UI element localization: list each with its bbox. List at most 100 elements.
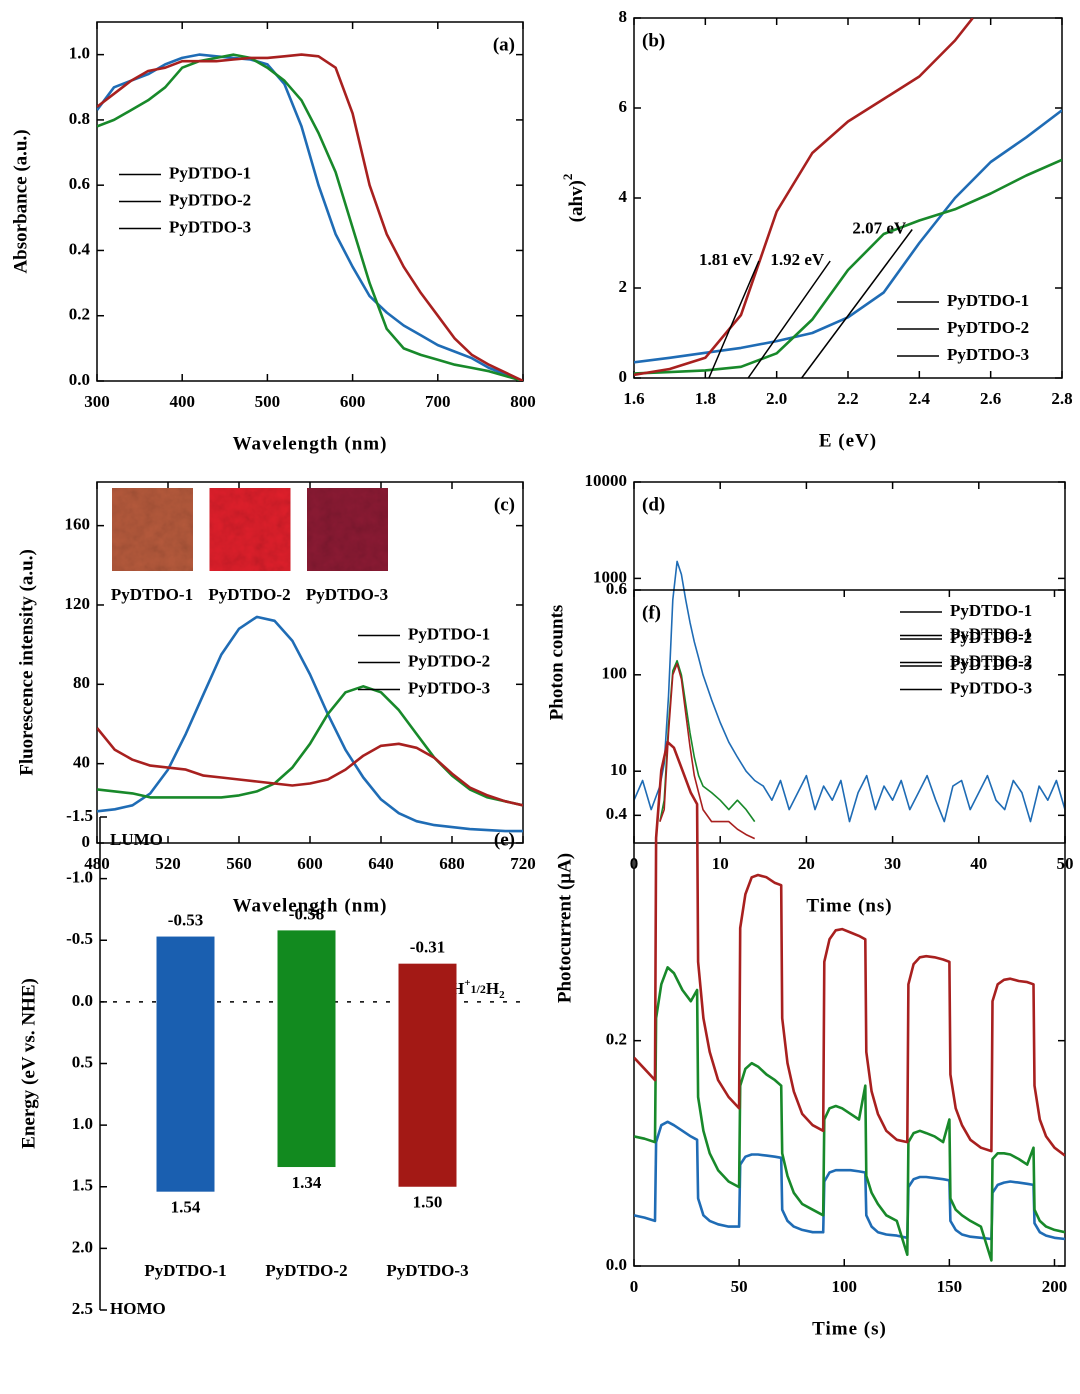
x-tick-label: 400 bbox=[169, 392, 195, 411]
x-axis-label: Time (ns) bbox=[806, 895, 892, 916]
panel-label: (f) bbox=[642, 602, 661, 623]
bar bbox=[156, 936, 215, 1192]
value-label: -0.58 bbox=[289, 904, 324, 923]
legend-label: PyDTDO-1 bbox=[408, 624, 490, 643]
x-tick-label: 0 bbox=[630, 1277, 639, 1296]
y-tick-label: -1.5 bbox=[66, 806, 93, 825]
y-axis-label: Photocurrent (μA) bbox=[554, 853, 575, 1003]
legend-label: PyDTDO-2 bbox=[950, 628, 1032, 647]
y-axis-label: (ahv)2 bbox=[560, 174, 587, 223]
y-tick-label: 0.0 bbox=[606, 1255, 627, 1274]
y-tick-label: 0 bbox=[82, 832, 91, 851]
panel-label: (c) bbox=[494, 494, 515, 515]
x-tick-label: 500 bbox=[255, 392, 281, 411]
y-tick-label: 1000 bbox=[593, 567, 627, 586]
x-tick-label: 2.6 bbox=[980, 389, 1001, 408]
legend-label: PyDTDO-3 bbox=[950, 678, 1032, 697]
x-tick-label: 2.2 bbox=[837, 389, 858, 408]
data-line bbox=[634, 1120, 1065, 1241]
legend-label: PyDTDO-2 bbox=[950, 651, 1032, 670]
x-tick-label: 600 bbox=[297, 854, 323, 873]
y-tick-label: 0.5 bbox=[72, 1052, 93, 1071]
legend-label: PyDTDO-1 bbox=[950, 601, 1032, 620]
y-tick-label: 0 bbox=[619, 367, 628, 386]
legend-label: PyDTDO-1 bbox=[947, 291, 1029, 310]
y-tick-label: 0.4 bbox=[606, 804, 628, 823]
y-tick-label: 1.5 bbox=[72, 1176, 93, 1195]
plot-frame bbox=[633, 589, 1066, 1267]
tangent-label: 2.07 eV bbox=[852, 218, 907, 237]
x-tick-label: 700 bbox=[425, 392, 451, 411]
value-label: -0.53 bbox=[168, 910, 203, 929]
category-label: PyDTDO-2 bbox=[265, 1261, 347, 1280]
y-tick-label: 8 bbox=[619, 7, 628, 26]
legend-label: PyDTDO-1 bbox=[950, 624, 1032, 643]
x-tick-label: 2.0 bbox=[766, 389, 787, 408]
y-axis-label: Fluorescence intensity (a.u.) bbox=[16, 549, 37, 776]
x-axis-label: Wavelength (nm) bbox=[233, 433, 388, 454]
y-tick-label: 80 bbox=[73, 673, 90, 692]
panel-label: (e) bbox=[494, 829, 515, 850]
legend-label: PyDTDO-3 bbox=[950, 655, 1032, 674]
x-axis-label: E (eV) bbox=[819, 430, 877, 451]
y-tick-label: 0.2 bbox=[69, 305, 90, 324]
y-tick-label: 160 bbox=[65, 515, 91, 534]
y-tick-label: 0.6 bbox=[606, 579, 627, 598]
x-tick-label: 150 bbox=[937, 1277, 963, 1296]
y-tick-label: 0.2 bbox=[606, 1030, 627, 1049]
value-label: 1.54 bbox=[171, 1198, 201, 1217]
panel-label: (a) bbox=[493, 34, 515, 55]
inset-photo-texture bbox=[209, 488, 291, 571]
x-tick-label: 600 bbox=[340, 392, 366, 411]
reference-label-part: H bbox=[486, 979, 499, 998]
x-tick-label: 720 bbox=[510, 854, 536, 873]
data-line bbox=[97, 615, 523, 833]
tangent-label: 1.92 eV bbox=[770, 250, 825, 269]
x-tick-label: 1.8 bbox=[695, 389, 716, 408]
y-tick-label: 6 bbox=[619, 97, 628, 116]
reference-label-part: 1/2 bbox=[471, 982, 486, 996]
panel-label: (d) bbox=[642, 494, 665, 515]
inset-label: PyDTDO-2 bbox=[208, 585, 290, 604]
inset-label: PyDTDO-3 bbox=[306, 585, 388, 604]
legend-label: PyDTDO-1 bbox=[169, 163, 251, 182]
data-line bbox=[634, 966, 1065, 1262]
value-label: -0.31 bbox=[410, 938, 445, 957]
y-tick-label: 1.0 bbox=[72, 1114, 93, 1133]
x-tick-label: 20 bbox=[798, 854, 815, 873]
data-line bbox=[97, 685, 523, 807]
reference-label: H+1/2H2 bbox=[451, 976, 505, 1000]
x-axis-label: Time (s) bbox=[812, 1318, 887, 1339]
y-tick-label: 2.0 bbox=[72, 1237, 93, 1256]
bar bbox=[398, 963, 457, 1187]
data-line bbox=[97, 53, 523, 381]
y-tick-label: 40 bbox=[73, 753, 90, 772]
category-label: PyDTDO-3 bbox=[386, 1261, 468, 1280]
legend-label: PyDTDO-2 bbox=[169, 190, 251, 209]
y-tick-label: 0.8 bbox=[69, 109, 90, 128]
y-tick-label: -1.0 bbox=[66, 868, 93, 887]
x-tick-label: 300 bbox=[84, 392, 110, 411]
x-tick-label: 480 bbox=[84, 854, 110, 873]
x-tick-label: 30 bbox=[884, 854, 901, 873]
panel-label: (b) bbox=[642, 30, 665, 51]
data-line bbox=[659, 659, 756, 823]
x-tick-label: 50 bbox=[731, 1277, 748, 1296]
series-label: HOMO bbox=[110, 1299, 166, 1318]
value-label: 1.34 bbox=[292, 1173, 322, 1192]
inset-label: PyDTDO-1 bbox=[111, 585, 193, 604]
y-axis-label-main: (ahv) bbox=[566, 180, 587, 222]
series-label: LUMO bbox=[110, 830, 163, 849]
y-tick-label: 0.4 bbox=[69, 239, 91, 258]
x-tick-label: 2.4 bbox=[909, 389, 931, 408]
x-tick-label: 560 bbox=[226, 854, 252, 873]
tangent-label: 1.81 eV bbox=[699, 250, 754, 269]
legend-label: PyDTDO-2 bbox=[408, 651, 490, 670]
data-line bbox=[634, 158, 1062, 375]
data-line bbox=[634, 109, 1062, 364]
bar bbox=[277, 930, 336, 1168]
data-line bbox=[634, 18, 974, 377]
legend-label: PyDTDO-2 bbox=[947, 318, 1029, 337]
y-tick-label: 2 bbox=[619, 277, 628, 296]
